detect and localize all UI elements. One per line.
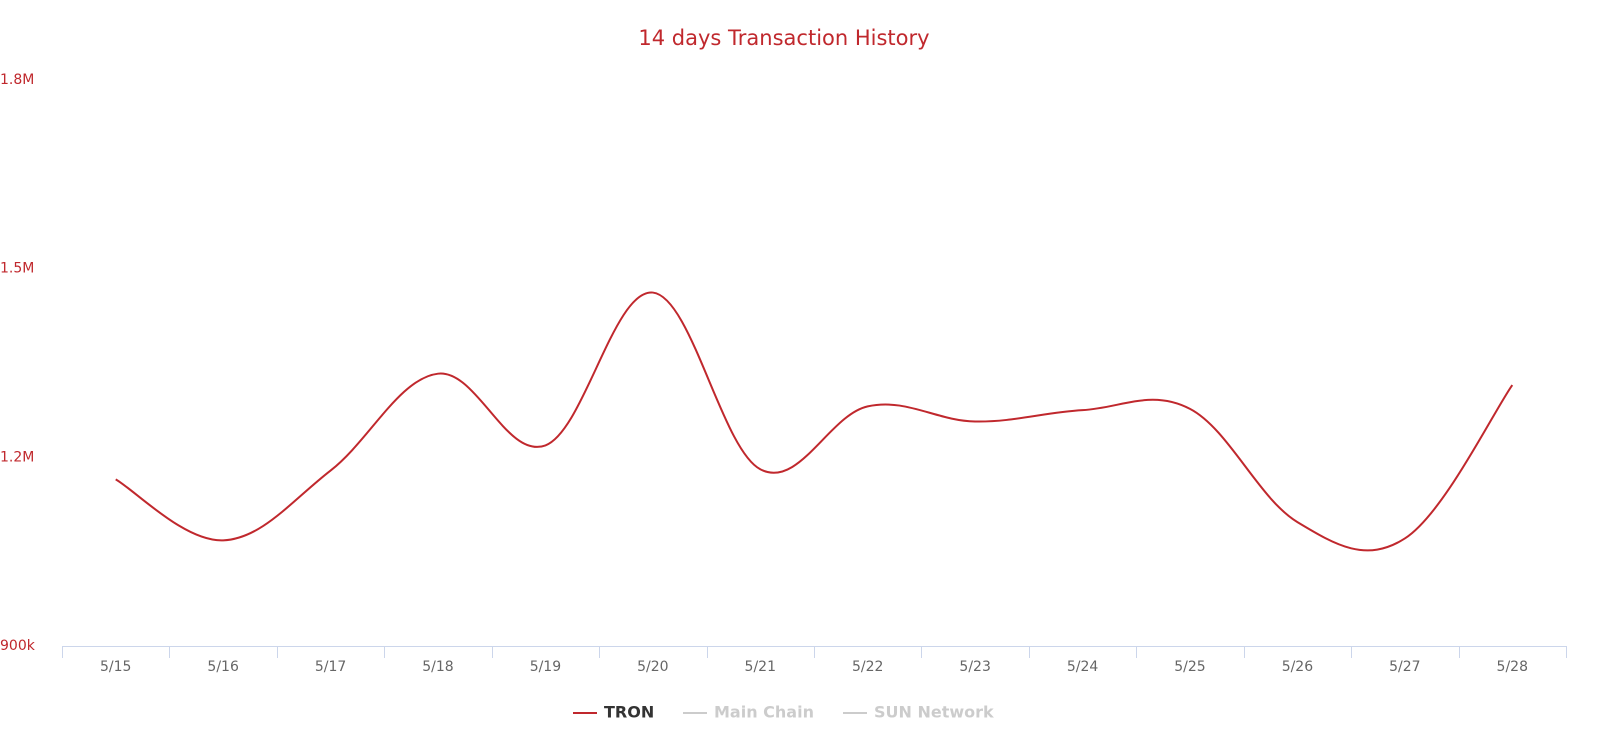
x-tick-label: 5/25 [1174, 659, 1205, 675]
y-tick-label: 1.5M [0, 261, 34, 277]
x-tick-label: 5/23 [959, 659, 990, 675]
x-tick-label: 5/20 [637, 659, 668, 675]
x-tick-label: 5/15 [100, 659, 131, 675]
x-tick-label: 5/28 [1497, 659, 1528, 675]
legend-label: Main Chain [714, 703, 814, 722]
x-tick-label: 5/24 [1067, 659, 1099, 675]
x-tick-label: 5/17 [315, 659, 346, 675]
legend-label: TRON [604, 703, 654, 722]
y-tick-label: 900k [0, 638, 36, 654]
chart-title: 14 days Transaction History [638, 26, 929, 50]
x-tick-label: 5/18 [422, 659, 453, 675]
x-tick-label: 5/16 [207, 659, 239, 675]
x-tick-label: 5/27 [1389, 659, 1420, 675]
x-tick-label: 5/26 [1282, 659, 1314, 675]
series-line [115, 291, 1514, 552]
x-tick-label: 5/19 [530, 659, 561, 675]
y-tick-label: 1.8M [0, 72, 34, 88]
legend-label: SUN Network [874, 703, 994, 722]
x-tick-label: 5/22 [852, 659, 883, 675]
y-tick-label: 1.2M [0, 449, 34, 465]
x-tick-label: 5/21 [745, 659, 776, 675]
